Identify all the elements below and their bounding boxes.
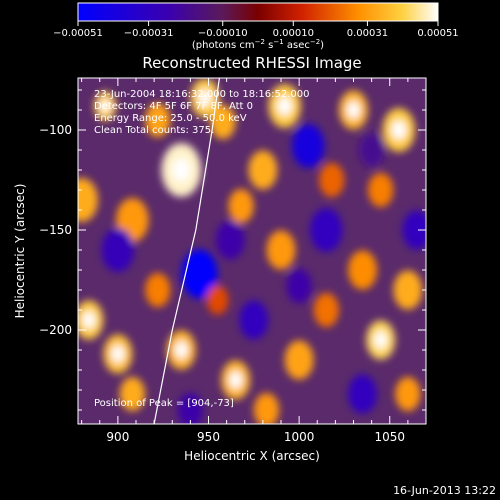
heatmap-blob: [78, 177, 98, 223]
heatmap-blob: [319, 162, 345, 198]
annotation-line: Energy Range: 25.0 - 50.0 keV: [94, 113, 247, 124]
colorbar-tick-label: 0.00031: [347, 28, 388, 39]
heatmap-blob: [310, 207, 343, 253]
x-tick-label: 900: [106, 430, 129, 444]
colorbar-tick-label: 0.00051: [417, 28, 458, 39]
heatmap-blob: [145, 272, 171, 308]
heatmap-blob: [181, 249, 218, 299]
x-axis-label: Heliocentric X (arcsec): [184, 449, 320, 463]
heatmap-blob: [253, 392, 280, 424]
heatmap-blob: [348, 250, 378, 290]
heatmap-blob: [291, 123, 325, 169]
heatmap-blob: [368, 172, 394, 208]
x-axis-ticks: 900 950 1000 1050: [81, 78, 427, 444]
heatmap-blob: [119, 376, 146, 412]
heatmap-blob: [395, 376, 421, 412]
y-axis-ticks: −100 −150 −200: [39, 89, 426, 411]
heatmap-blob-core: [391, 120, 407, 140]
heatmap-blob: [210, 104, 236, 140]
solar-limb-line: [153, 78, 220, 424]
colorbar-tick-label: −0.00010: [198, 28, 248, 39]
heatmap-blob: [266, 230, 296, 270]
heatmap-blob: [286, 268, 312, 304]
annotation-line: Detectors: 4F 5F 6F 7F 8F, Att 0: [94, 101, 253, 112]
colorbar-ticks: −0.00051 −0.00031 −0.00010 0.00010 0.00031 0.…: [53, 21, 459, 39]
footer-date: 16-Jun-2013 13:22: [393, 484, 496, 497]
heatmap-blob-core: [174, 341, 188, 359]
heatmap-blob: [284, 340, 314, 380]
colorbar-tick-label: −0.00031: [124, 28, 174, 39]
heatmap-blobs: [78, 78, 426, 424]
colorbar: −0.00051 −0.00031 −0.00010 0.00010 0.00031 0.…: [53, 2, 459, 51]
colorbar-gradient: [77, 2, 439, 22]
plot-frame: [77, 77, 427, 425]
observation-annotations: 23-Jun-2004 18:16:32.000 to 18:16:52.000…: [94, 89, 310, 136]
colorbar-units: (photons cm−2 s−1 asec−2): [192, 38, 324, 51]
heatmap-blob: [206, 285, 229, 315]
annotation-line: Clean Total counts: 375.: [94, 125, 214, 136]
heatmap-blob: [358, 132, 385, 168]
peak-position-label: Position of Peak = [904,-73]: [94, 398, 234, 409]
heatmap-blob-core: [100, 99, 111, 113]
image-area: [78, 78, 426, 424]
heatmap-blob: [101, 227, 135, 273]
y-tick-label: −200: [39, 323, 72, 337]
chart-title: Reconstructed RHESSI Image: [142, 54, 361, 72]
x-tick-label: 1000: [284, 430, 315, 444]
y-axis-label: Heliocentric Y (arcsec): [13, 184, 27, 319]
heatmap-blob-core: [229, 371, 243, 389]
annotation-line: 23-Jun-2004 18:16:32.000 to 18:16:52.000: [94, 89, 310, 100]
heatmap-blob-core: [172, 158, 191, 182]
heatmap-blob: [145, 102, 171, 138]
heatmap-blob-core: [346, 101, 361, 119]
heatmap-blob: [313, 292, 339, 328]
heatmap-blob-core: [82, 311, 96, 329]
heatmap-blob: [177, 392, 204, 424]
heatmap-blob: [239, 300, 269, 340]
heatmap-blob: [248, 150, 278, 190]
heatmap-blob-core: [198, 89, 212, 107]
heatmap-blob: [215, 220, 245, 260]
heatmap-blob: [402, 210, 426, 250]
colorbar-tick-label: −0.00051: [53, 28, 103, 39]
x-tick-label: 950: [197, 430, 220, 444]
y-tick-label: −150: [39, 223, 72, 237]
y-tick-label: −100: [39, 123, 72, 137]
heatmap-blob: [348, 374, 378, 414]
heatmap-blob-core: [374, 331, 388, 349]
colorbar-tick-label: 0.00010: [273, 28, 314, 39]
heatmap-blob: [393, 270, 423, 310]
heatmap-blob-core: [277, 96, 292, 116]
heatmap-blob: [228, 188, 254, 224]
x-tick-label: 1050: [374, 430, 405, 444]
heatmap-blob-core: [111, 345, 125, 363]
